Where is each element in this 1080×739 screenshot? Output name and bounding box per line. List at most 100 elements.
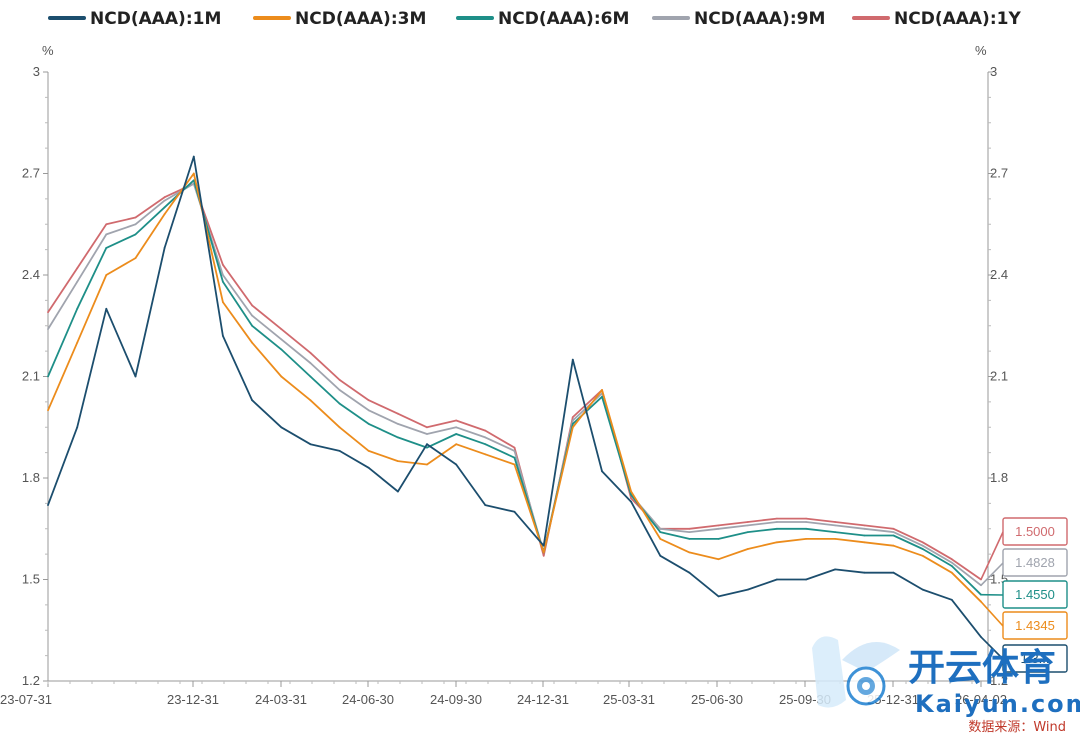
- data-point: [338, 402, 341, 405]
- data-point: [105, 233, 108, 236]
- end-value-label: 1.3...: [1021, 651, 1050, 666]
- right-y-tick-label: 2.4: [990, 267, 1008, 282]
- data-point: [892, 544, 895, 547]
- data-point: [134, 216, 137, 219]
- end-value-label: 1.5000: [1015, 524, 1055, 539]
- data-point: [717, 527, 720, 530]
- data-point: [309, 443, 312, 446]
- data-point: [309, 362, 312, 364]
- data-point: [892, 531, 895, 533]
- data-point: [776, 541, 778, 544]
- data-point: [367, 409, 370, 412]
- data-point: [601, 389, 603, 391]
- data-point: [367, 450, 370, 452]
- data-point: [47, 504, 49, 506]
- data-point: [688, 531, 691, 533]
- x-tick-label: 23-07-31: [0, 692, 52, 707]
- end-label-box: [1002, 611, 1068, 640]
- data-point: [397, 412, 399, 415]
- right-y-tick-label: 2.1: [990, 369, 1008, 384]
- data-point: [805, 527, 807, 530]
- series-line-ncd-aaa-3m: [47, 172, 982, 603]
- data-point: [338, 426, 341, 429]
- data-point: [892, 534, 895, 537]
- data-point: [746, 531, 749, 533]
- kaiyun-logo-icon: [812, 636, 900, 708]
- data-point: [805, 521, 807, 523]
- series-line-ncd-aaa-1m: [47, 155, 982, 638]
- data-point: [426, 446, 428, 449]
- data-point: [105, 307, 108, 310]
- data-point: [280, 375, 283, 378]
- data-point: [659, 554, 662, 557]
- data-point: [397, 490, 399, 493]
- axes: % % 1.2 1.21.5 1.51.8 1.82.1 2.12.4 2.42.7 2.7…: [0, 43, 1008, 707]
- data-point: [513, 446, 516, 449]
- data-point: [834, 521, 837, 523]
- right-y-tick-label: 1.2: [990, 673, 1008, 688]
- left-axis-unit: %: [42, 43, 54, 58]
- data-point: [746, 588, 749, 591]
- x-tick-label: 26-04-02: [955, 692, 1007, 707]
- data-point: [76, 426, 79, 429]
- data-point: [76, 267, 79, 270]
- left-y-tick-label: 1.2: [22, 673, 40, 688]
- x-tick-label: 25-06-30: [691, 692, 743, 707]
- data-point: [630, 500, 632, 503]
- data-point: [950, 561, 953, 564]
- data-point: [863, 571, 866, 574]
- data-point: [280, 338, 283, 341]
- data-point: [105, 247, 108, 249]
- data-point: [397, 423, 399, 425]
- end-value-label: 1.4828: [1015, 555, 1055, 570]
- data-point: [47, 375, 49, 378]
- watermark-logo: 开云体育 Kaiyun.com: [812, 636, 1080, 718]
- series-lines: [47, 155, 982, 638]
- data-point: [47, 409, 49, 412]
- right-y-tick-label: 2.7: [990, 166, 1008, 181]
- end-label-box: [1002, 580, 1068, 609]
- data-point: [251, 314, 254, 317]
- x-tick-label: 25-03-31: [603, 692, 655, 707]
- end-label-leader: [980, 636, 1004, 660]
- data-point: [134, 375, 137, 378]
- x-tick-label: 23-12-31: [167, 692, 219, 707]
- data-point: [309, 351, 312, 354]
- data-point: [659, 527, 662, 530]
- data-point: [630, 494, 632, 496]
- legend-label: NCD(AAA):3M: [295, 9, 426, 29]
- data-point: [309, 375, 312, 378]
- data-point: [163, 247, 166, 249]
- data-point: [134, 233, 137, 236]
- data-point: [47, 328, 49, 330]
- end-value-label: 1.4550: [1015, 587, 1055, 602]
- watermark-brand-text: 开云体育: [908, 646, 1056, 689]
- data-point: [192, 172, 195, 175]
- data-point: [426, 433, 428, 435]
- series-line-ncd-aaa-6m: [47, 179, 982, 596]
- data-point: [834, 524, 837, 527]
- data-point: [76, 280, 79, 283]
- data-point: [571, 416, 574, 418]
- data-point: [601, 395, 603, 398]
- end-label-box: [1002, 517, 1068, 546]
- data-point: [542, 554, 545, 557]
- x-tick-label: 24-06-30: [342, 692, 394, 707]
- data-point: [776, 517, 778, 520]
- left-y-tick-label: 2.7: [22, 166, 40, 181]
- data-point: [921, 554, 924, 557]
- data-point: [630, 497, 632, 500]
- legend-label: NCD(AAA):6M: [498, 9, 629, 29]
- watermark-brand-url: Kaiyun.com: [915, 690, 1080, 718]
- data-point: [251, 304, 254, 307]
- data-point: [950, 598, 953, 601]
- data-point: [222, 263, 224, 266]
- data-point: [659, 531, 662, 533]
- data-point: [746, 548, 749, 550]
- right-axis-unit: %: [975, 43, 987, 58]
- x-tick-label: 24-03-31: [255, 692, 307, 707]
- data-point: [601, 470, 603, 473]
- data-point: [484, 453, 487, 456]
- data-point: [892, 527, 895, 530]
